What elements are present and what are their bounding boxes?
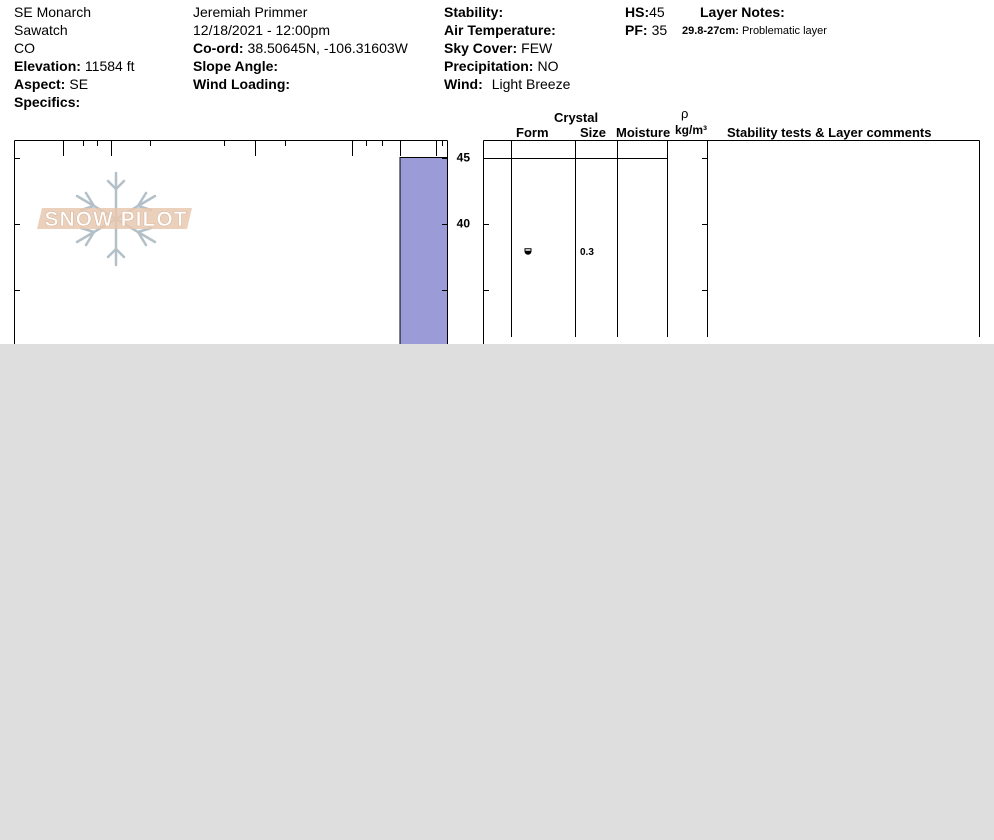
slope-label: Slope Angle:: [193, 58, 279, 74]
elevation-label: Elevation:: [14, 58, 81, 74]
specifics-row: Specifics:: [14, 93, 134, 111]
coord-label: Co-ord:: [193, 40, 244, 56]
elevation-row: Elevation: 11584 ft: [14, 57, 134, 75]
density-rho-header: ρ: [681, 106, 689, 121]
sky-value: FEW: [521, 40, 553, 56]
coord-value: 38.50645N, -106.31603W: [247, 40, 408, 56]
hs-row: HS:45: [625, 3, 667, 21]
pf-value: 35: [651, 22, 668, 38]
precip-row: Precipitation: NO: [444, 57, 570, 75]
location-name: SE Monarch: [14, 4, 92, 20]
moisture-header: Moisture: [616, 125, 671, 140]
report-sheet-right: [483, 0, 994, 337]
height-tick-label-45: 45: [457, 151, 471, 165]
specifics-label: Specifics:: [14, 94, 81, 110]
logo-text: SNOW PILOT: [45, 208, 188, 231]
wind-label: Wind:: [444, 76, 483, 92]
wind-value: Light Breeze: [491, 76, 571, 92]
stability-label: Stability:: [444, 4, 504, 20]
logo-banner: [37, 208, 192, 229]
size-header: Size: [580, 125, 607, 140]
hs-value: 45: [649, 4, 665, 20]
layer-note-text: Problematic layer: [741, 25, 827, 37]
pf-row: PF: 35: [625, 21, 667, 39]
grain-form-mark: [524, 248, 532, 255]
wind-loading-label: Wind Loading:: [193, 76, 291, 92]
state: CO: [14, 40, 35, 56]
precip-label: Precipitation:: [444, 58, 534, 74]
stability-comments-header: Stability tests & Layer comments: [727, 125, 932, 140]
rounding-faceted-grain-icon: [524, 248, 532, 255]
snow-profile-chart: 45 40 SNOW PILOT 0.3: [14, 140, 980, 344]
pit-depth-info: HS:45 PF: 35: [625, 3, 667, 39]
layer-table-frame: [483, 140, 980, 344]
air-temp-label: Air Temperature:: [444, 22, 556, 38]
coord-row: Co-ord: 38.50645N, -106.31603W: [193, 39, 408, 57]
sky-row: Sky Cover: FEW: [444, 39, 570, 57]
site-info: SE Monarch Sawatch CO Elevation: 11584 ft…: [14, 3, 134, 111]
form-header: Form: [516, 125, 549, 140]
layer-notes-label: Layer Notes:: [700, 4, 785, 20]
crystal-header: Crystal: [554, 110, 599, 125]
height-tick-label-40: 40: [457, 217, 471, 231]
observer-info: Jeremiah Primmer 12/18/2021 - 12:00pm Co…: [193, 3, 408, 93]
grain-size-value: 0.3: [580, 247, 594, 258]
hardness-bar: [399, 157, 448, 344]
aspect-label: Aspect:: [14, 76, 66, 92]
aspect-value: SE: [69, 76, 89, 92]
height-axis-ticks: 45 40: [14, 151, 708, 291]
aspect-row: Aspect: SE: [14, 75, 134, 93]
snowpilot-logo: SNOW PILOT: [37, 171, 192, 267]
density-unit-header: kg/m³: [675, 123, 708, 137]
air-temp-row: Air Temperature:: [444, 21, 570, 39]
stability-row: Stability:: [444, 3, 570, 21]
pf-label: PF:: [625, 22, 648, 38]
precip-value: NO: [537, 58, 559, 74]
sky-label: Sky Cover:: [444, 40, 518, 56]
hs-label: HS:: [625, 4, 650, 20]
layer-note: 29.8-27cm: Problematic layer: [682, 24, 827, 38]
hardness-scale-ticks: [63, 140, 443, 156]
elevation-value: 11584 ft: [84, 58, 135, 74]
conditions-info: Stability: Air Temperature: Sky Cover: FE…: [444, 3, 570, 93]
slope-row: Slope Angle:: [193, 57, 408, 75]
grain-form-mark-highlight: [525, 249, 531, 251]
mountain-range: Sawatch: [14, 22, 68, 38]
observer-name: Jeremiah Primmer: [193, 4, 308, 20]
layer-note-range: 29.8-27cm:: [682, 25, 739, 37]
wind-row: Wind: Light Breeze: [444, 75, 570, 93]
observation-datetime: 12/18/2021 - 12:00pm: [193, 22, 330, 38]
wind-loading-row: Wind Loading:: [193, 75, 408, 93]
layer-notes-title: Layer Notes:: [700, 3, 785, 21]
